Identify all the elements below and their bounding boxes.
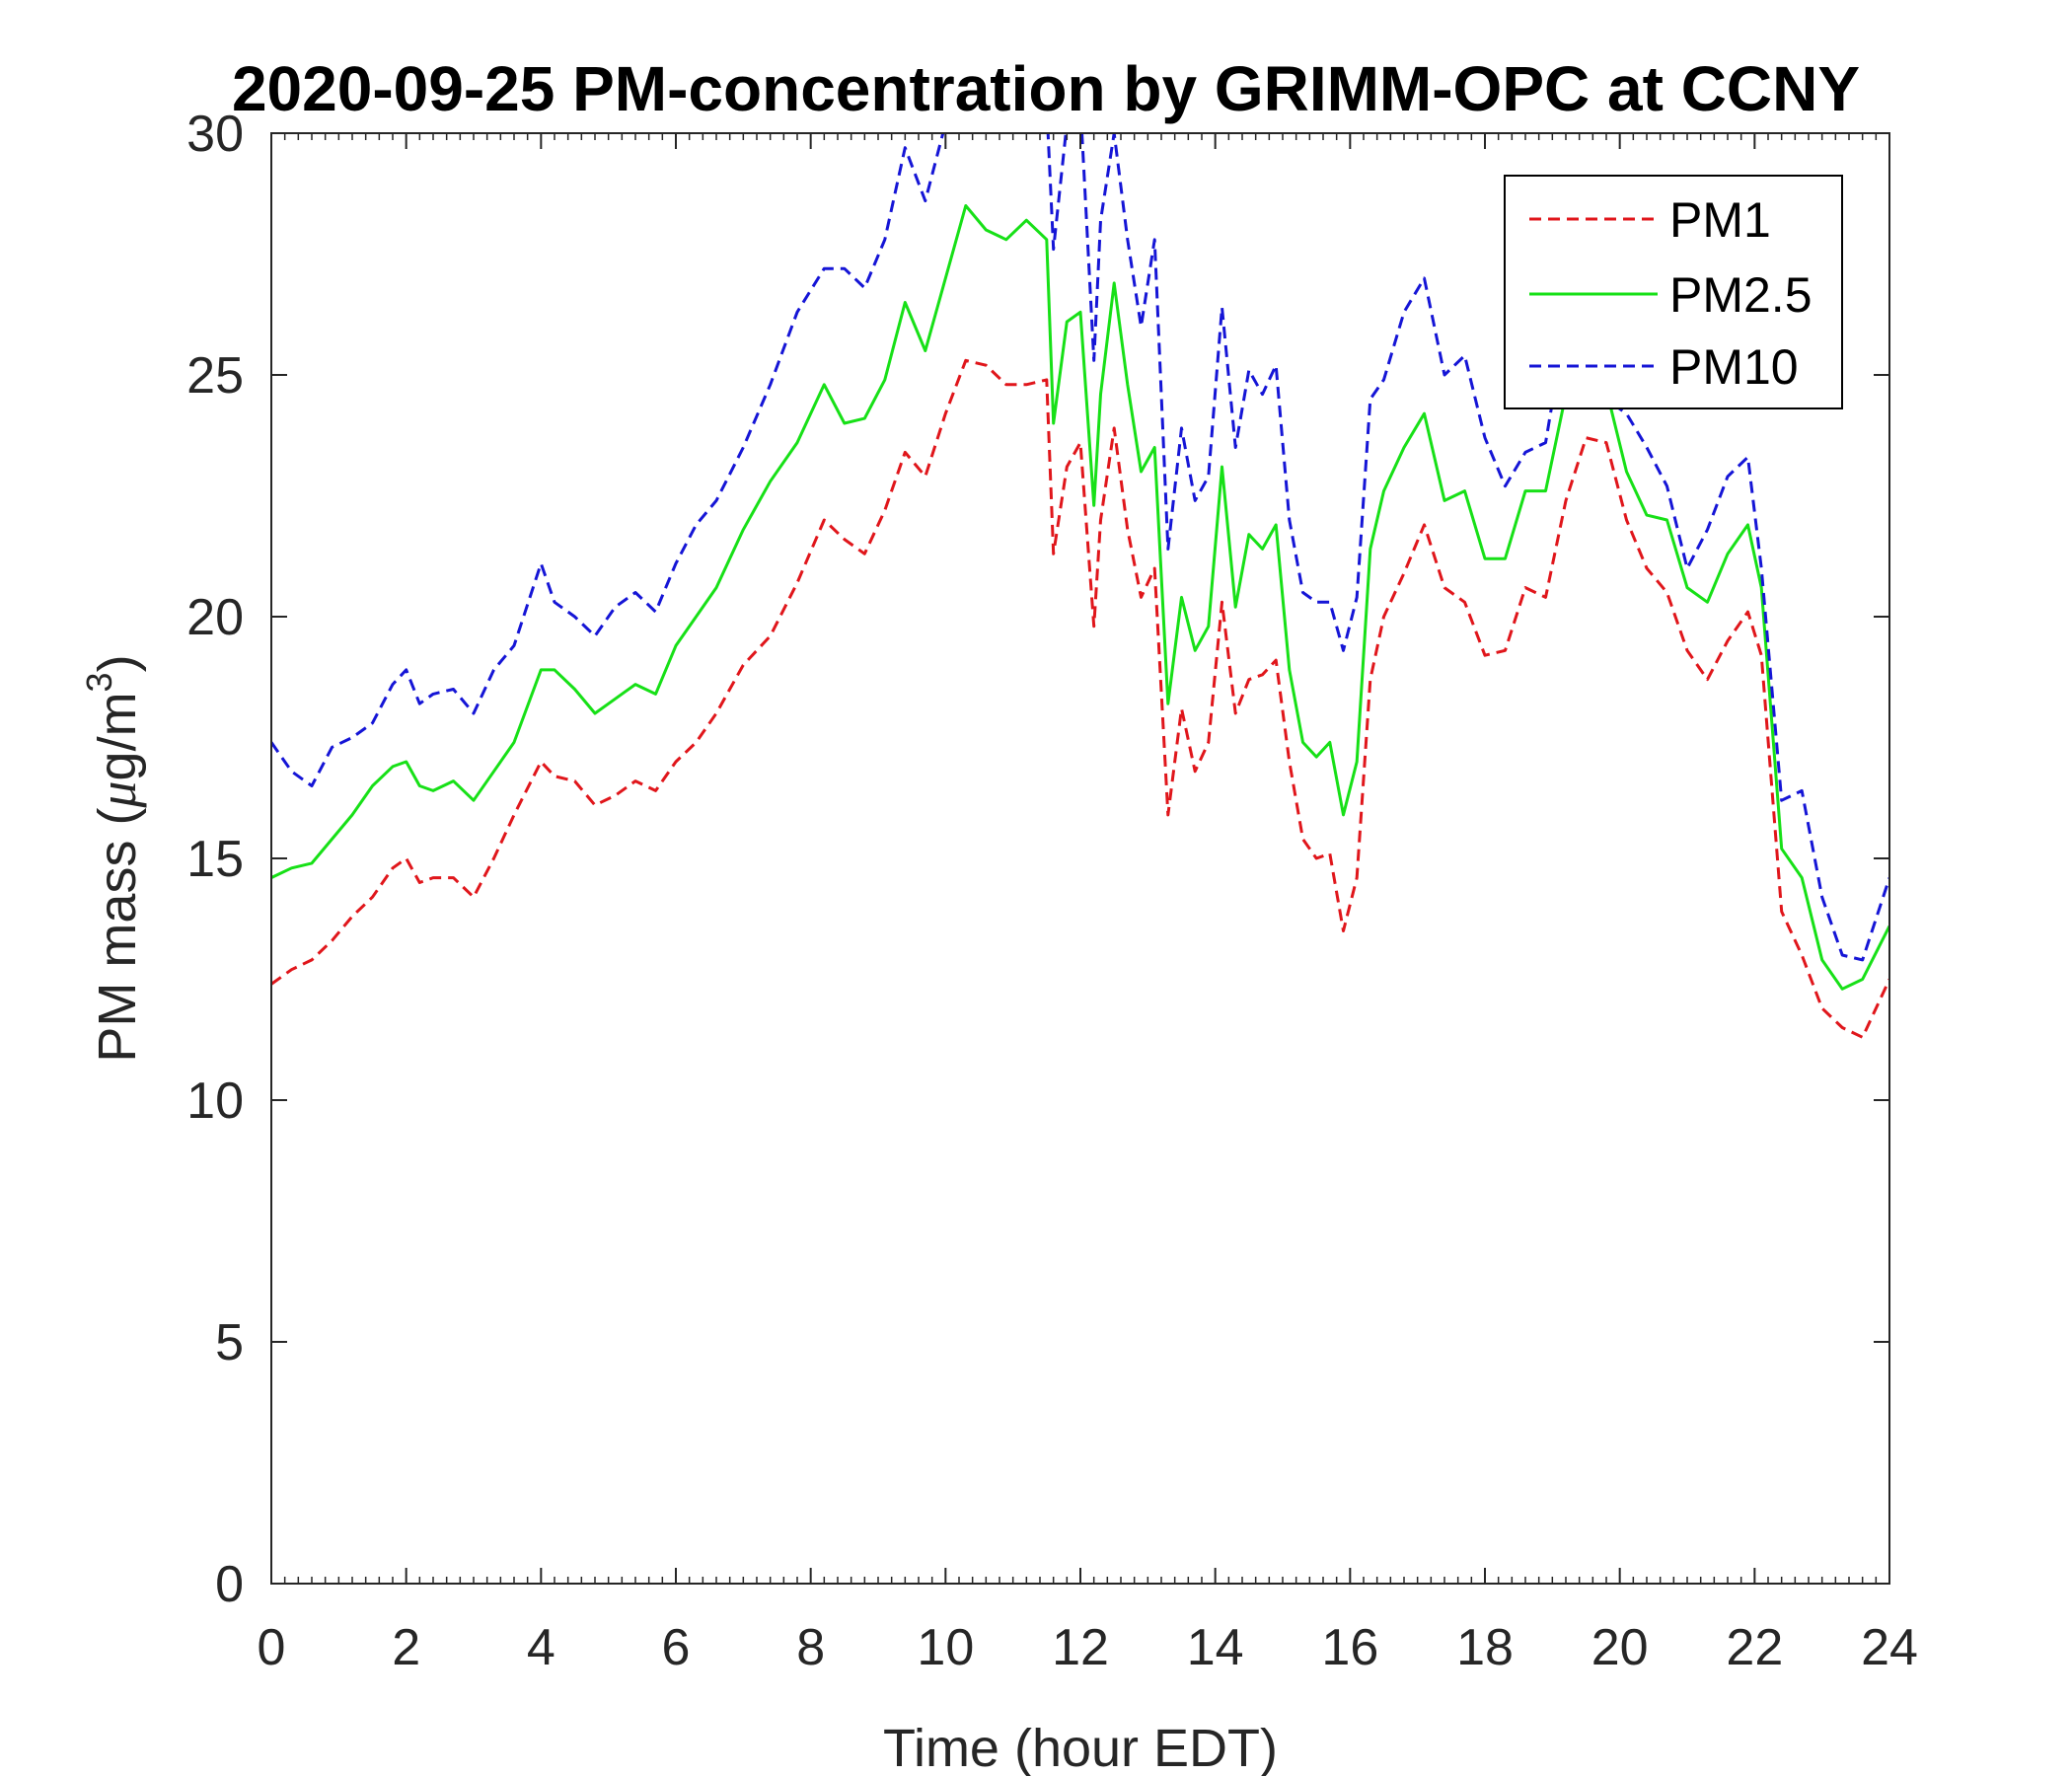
x-tick-label: 16 [1321, 1619, 1378, 1676]
y-axis-label-unit: g/m [88, 692, 147, 780]
x-axis-label: Time (hour EDT) [883, 1719, 1278, 1776]
y-tick-label: 25 [186, 347, 244, 405]
y-tick-label: 15 [186, 831, 244, 888]
y-tick-label: 0 [215, 1556, 244, 1613]
x-tick-label: 24 [1861, 1619, 1918, 1676]
x-tick-label: 4 [527, 1619, 555, 1676]
chart-title: 2020-09-25 PM-concentration by GRIMM-OPC… [232, 53, 1860, 124]
x-tick-label: 10 [917, 1619, 974, 1676]
legend-box [1504, 175, 1843, 409]
y-tick-label: 20 [186, 589, 244, 646]
legend: PM1 PM2.5 PM10 [1504, 175, 1843, 409]
x-tick-label: 14 [1187, 1619, 1244, 1676]
x-tick-label: 0 [258, 1619, 286, 1676]
legend-label-pm10: PM10 [1669, 339, 1799, 395]
x-tick-label: 18 [1456, 1619, 1514, 1676]
y-axis-label-main: PM mass ( [88, 808, 147, 1063]
y-tick-label: 30 [186, 106, 244, 163]
x-tick-label: 8 [796, 1619, 825, 1676]
y-tick-label: 10 [186, 1073, 244, 1130]
x-tick-label: 12 [1052, 1619, 1109, 1676]
series-line-pm1 [271, 358, 1889, 1039]
y-axis-label: PM mass (μg/m3) [79, 654, 147, 1062]
y-axis-label-superscript: 3 [79, 672, 119, 692]
y-axis-label-mu: μ [88, 780, 147, 808]
x-tick-label: 6 [662, 1619, 691, 1676]
legend-label-pm2-5: PM2.5 [1669, 267, 1813, 323]
x-tick-label: 2 [392, 1619, 420, 1676]
series-line-pm10 [271, 133, 1889, 962]
x-tick-label: 22 [1726, 1619, 1783, 1676]
legend-label-pm1: PM1 [1669, 192, 1771, 248]
y-axis-label-close: ) [88, 654, 147, 672]
x-tick-label: 20 [1591, 1619, 1649, 1676]
y-tick-label: 5 [215, 1314, 244, 1371]
